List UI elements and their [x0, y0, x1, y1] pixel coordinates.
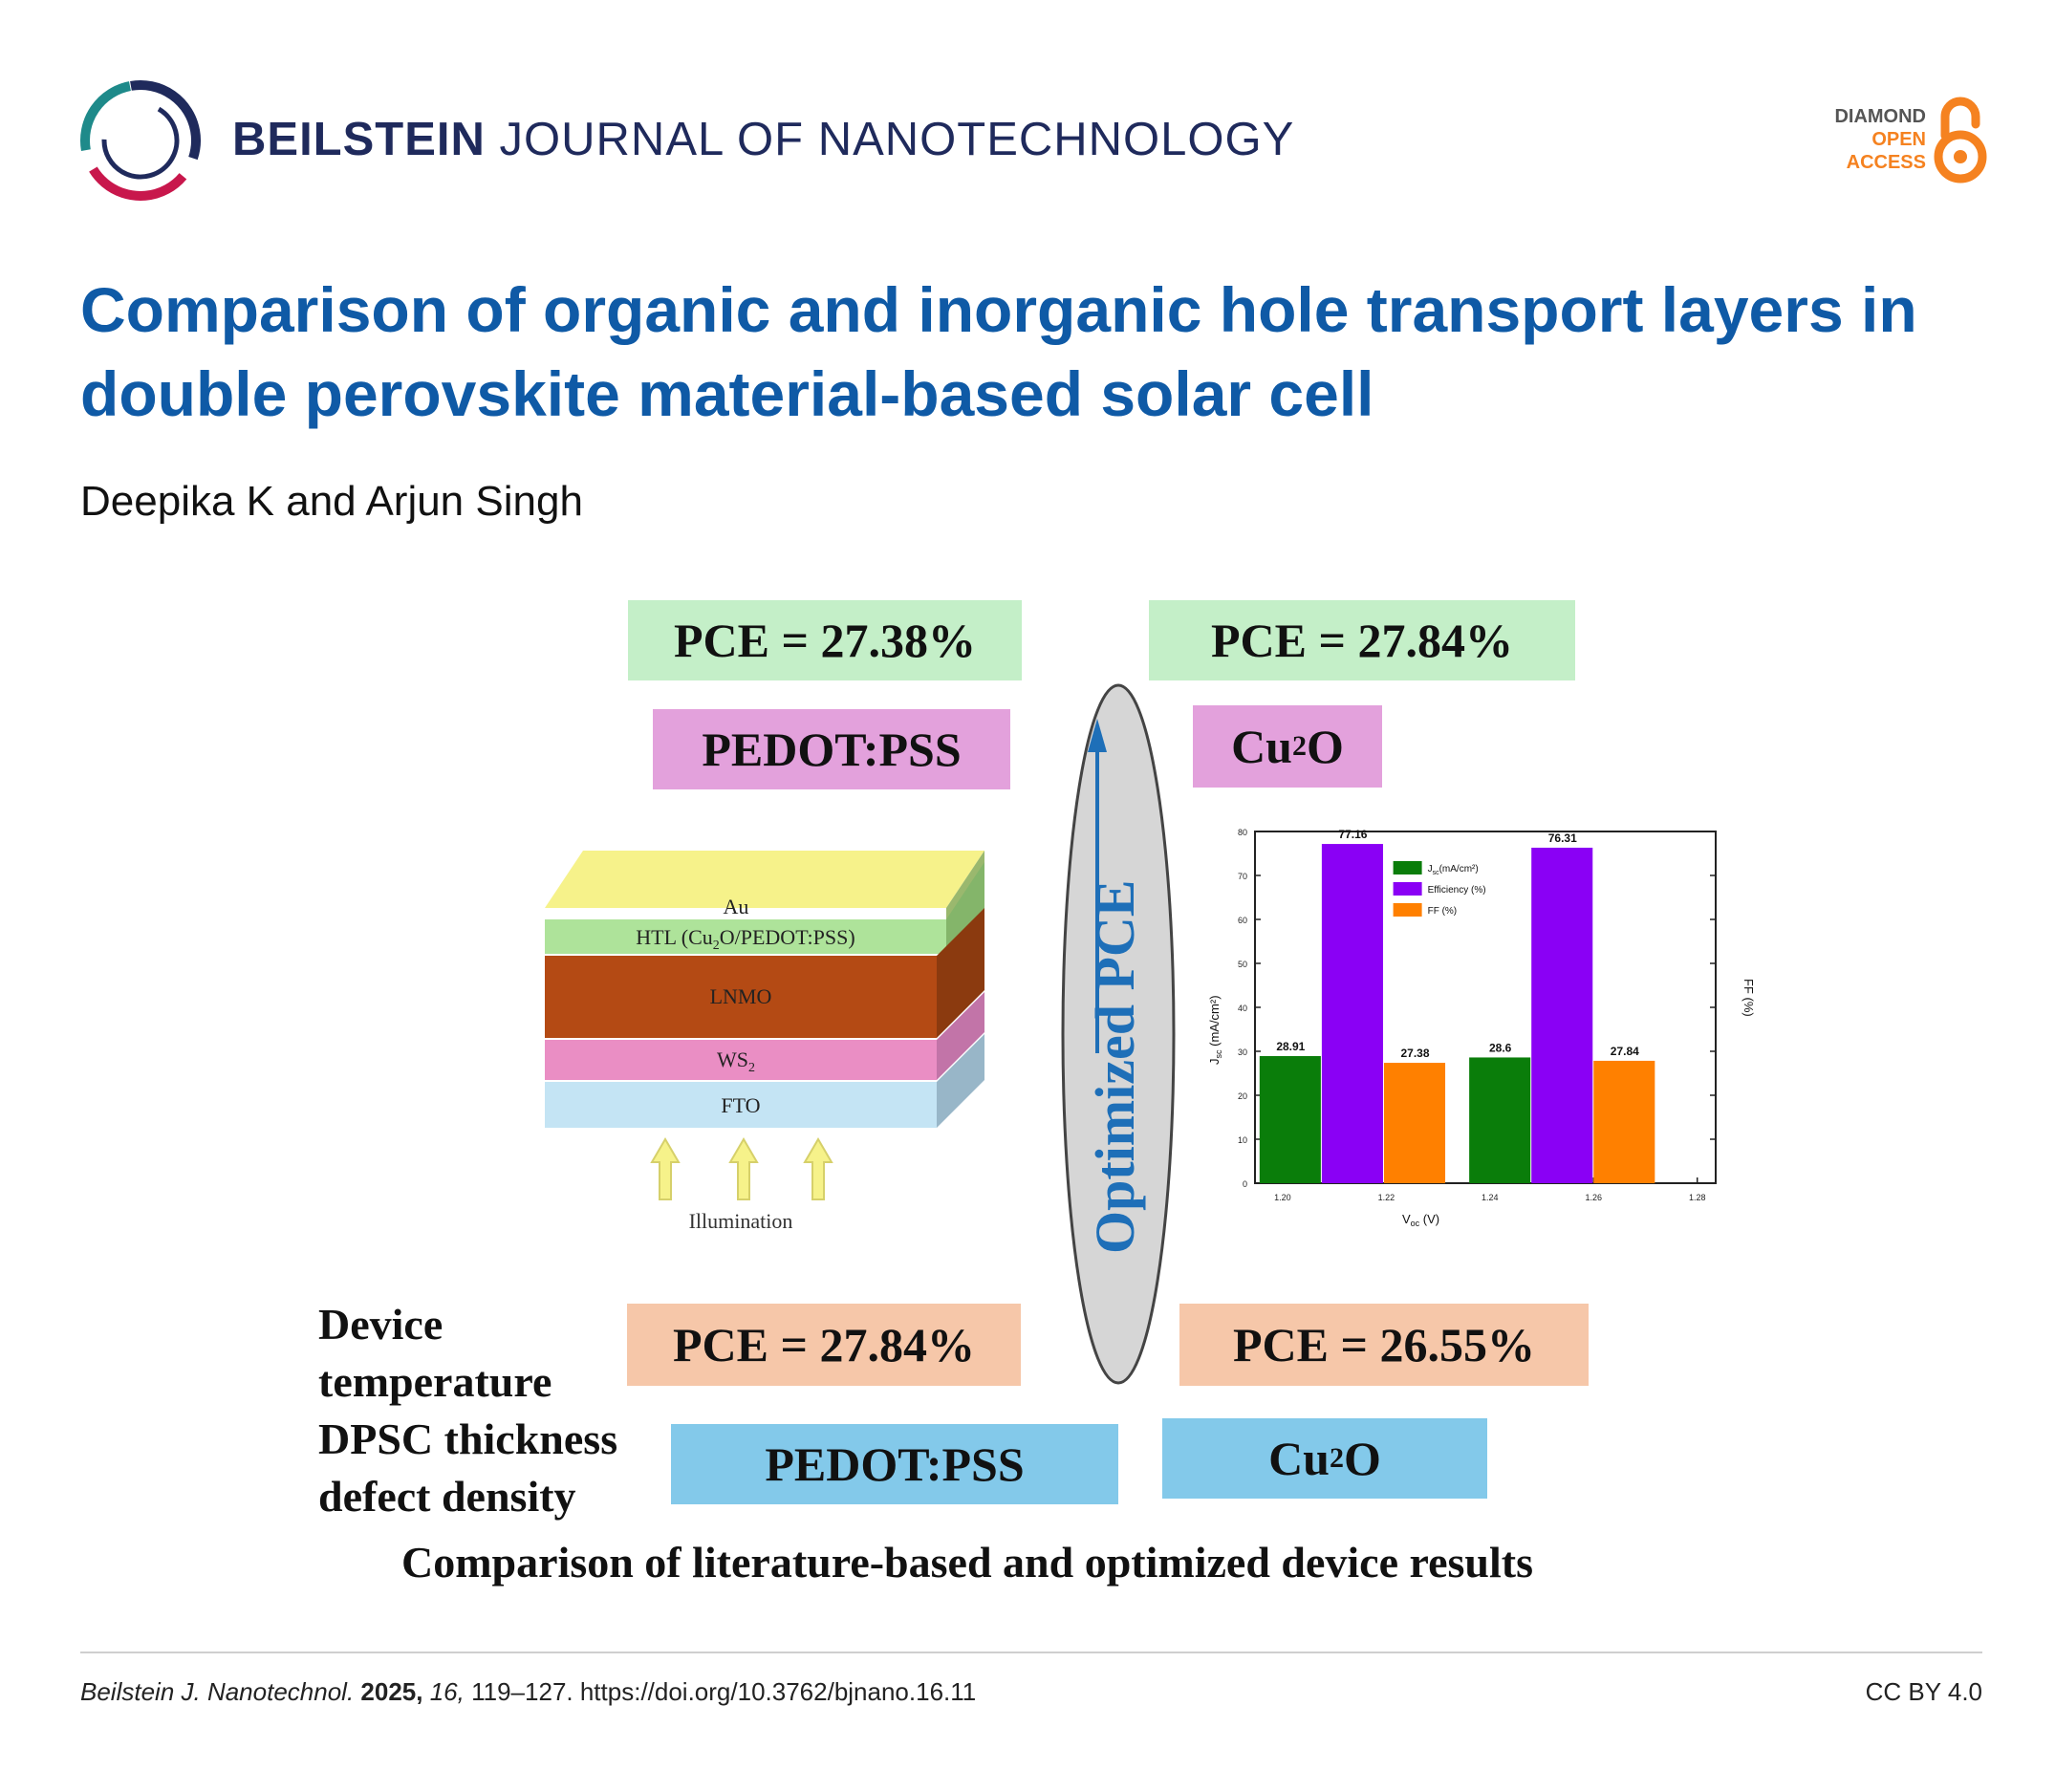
jsc-efficiency-ff-chart: 0 10 20 30 40 50 60 70 80 1.20 1.22 1.24 1.26 1.28 2… — [1207, 828, 1756, 1228]
chart-x-axis-label: Voc (V) — [1402, 1212, 1439, 1228]
htl-box-top-right: Cu 2 O — [1193, 705, 1382, 788]
chart-legend-swatch — [1393, 882, 1422, 896]
citation-year: 2025, — [360, 1677, 423, 1706]
journal-name-rest: JOURNAL OF NANOTECHNOLOGY — [499, 114, 1295, 165]
chart-x-tick-label: 1.28 — [1689, 1193, 1706, 1202]
citation-journal: Beilstein J. Nanotechnol. — [80, 1677, 355, 1706]
pce-box-bottom-right: PCE = 26.55% — [1179, 1304, 1589, 1386]
pce-box-top-left: PCE = 27.38% — [628, 600, 1022, 680]
graphical-abstract-caption: Comparison of literature-based and optim… — [401, 1538, 1534, 1587]
illumination-label: Illumination — [689, 1209, 793, 1233]
chart-xlabel-main: V — [1402, 1212, 1411, 1226]
chart-y-tick-label: 10 — [1238, 1135, 1247, 1145]
chart-x-tick-label: 1.20 — [1274, 1193, 1291, 1202]
citation-doi-link[interactable]: 119–127. https://doi.org/10.3762/bjnano.… — [471, 1677, 977, 1706]
chart-bar-label: 28.6 — [1489, 1041, 1512, 1054]
open-access-lock-icon — [1934, 97, 1987, 184]
chart-y-tick-label: 70 — [1238, 872, 1247, 881]
layer-ws-main: WS — [717, 1047, 748, 1071]
layer-htl-end: O/PEDOT:PSS) — [720, 925, 855, 949]
layer-lnmo-label: LNMO — [710, 984, 772, 1008]
htl-box-top-left: PEDOT:PSS — [653, 709, 1010, 789]
htl-br-main: Cu — [1268, 1432, 1330, 1485]
layer-htl-sub: 2 — [713, 939, 720, 953]
pce-box-top-right: PCE = 27.84% — [1149, 600, 1575, 680]
chart-y-tick-label: 50 — [1238, 960, 1247, 969]
htl-tr-sub: 2 — [1292, 730, 1307, 762]
factor-temperature: temperature — [318, 1357, 552, 1406]
chart-y-tick-label: 20 — [1238, 1091, 1247, 1101]
chart-bar-label: 28.91 — [1276, 1040, 1305, 1053]
factor-device: Device — [318, 1300, 443, 1349]
oa-line-open: OPEN — [1871, 129, 1926, 150]
layer-ws2-label: WS2 — [717, 1047, 755, 1075]
layer-ws-sub: 2 — [748, 1061, 755, 1075]
chart-xlabel-sub: oc — [1411, 1219, 1420, 1228]
htl-br-end: O — [1344, 1432, 1381, 1485]
paper-authors: Deepika K and Arjun Singh — [80, 478, 583, 525]
chart-legend-swatch — [1393, 903, 1422, 917]
layer-au-label: Au — [724, 895, 749, 918]
layer-htl-main: HTL (Cu — [636, 925, 712, 949]
chart-bar-label: 76.31 — [1548, 831, 1577, 845]
htl-box-bottom-right: Cu 2 O — [1162, 1418, 1487, 1499]
chart-y-tick-label: 80 — [1238, 828, 1247, 837]
htl-box-bottom-left: PEDOT:PSS — [671, 1424, 1118, 1504]
chart-bar — [1321, 844, 1383, 1183]
layer-htl-label: HTL (Cu2O/PEDOT:PSS) — [636, 925, 854, 953]
pce-box-bottom-left: PCE = 27.84% — [627, 1304, 1021, 1386]
chart-xlabel-end: (V) — [1419, 1212, 1439, 1226]
chart-ylabel-sub: sc — [1214, 1049, 1223, 1059]
chart-y-tick-label: 40 — [1238, 1004, 1247, 1013]
chart-bar — [1593, 1060, 1655, 1183]
journal-name-bold: BEILSTEIN — [232, 114, 486, 165]
oa-line-access: ACCESS — [1846, 152, 1926, 173]
chart-x-tick-label: 1.24 — [1482, 1193, 1499, 1202]
chart-bar-label: 77.16 — [1338, 828, 1367, 841]
footer-divider — [80, 1652, 1982, 1653]
chart-bar-label: 27.84 — [1611, 1045, 1639, 1058]
chart-bar — [1469, 1057, 1531, 1183]
device-layer-stack: Au HTL (Cu2O/PEDOT:PSS) LNMO WS2 FTO Ill… — [545, 851, 984, 1233]
factor-thickness: DPSC thickness — [318, 1414, 618, 1463]
optimized-pce-label: Optimized PCE — [1084, 880, 1146, 1254]
chart-x-tick-label: 1.22 — [1378, 1193, 1395, 1202]
chart-y-tick-label: 60 — [1238, 916, 1247, 925]
oa-line-diamond: DIAMOND — [1834, 106, 1926, 127]
htl-br-sub: 2 — [1330, 1442, 1344, 1474]
journal-logo-icon — [80, 80, 201, 201]
chart-legend-label: Efficiency (%) — [1428, 885, 1486, 896]
htl-tr-end: O — [1307, 720, 1344, 773]
htl-tr-main: Cu — [1231, 720, 1292, 773]
chart-legend-label: Jsc(mA/cm²) — [1428, 864, 1479, 876]
chart-bar — [1531, 847, 1593, 1183]
chart-right-axis-label: FF (%) — [1741, 979, 1756, 1017]
chart-legend-label: FF (%) — [1428, 906, 1458, 917]
optimized-pce-ellipse: Optimized PCE — [1061, 683, 1176, 1385]
illumination-arrow-icon — [650, 1137, 833, 1200]
citation-line: Beilstein J. Nanotechnol. 2025, 16, 119–… — [80, 1677, 976, 1707]
chart-bar-label: 27.38 — [1400, 1047, 1429, 1060]
citation-volume: 16, — [429, 1677, 465, 1706]
chart-y-axis-label: Jsc (mA/cm²) — [1207, 995, 1223, 1065]
factor-defect-density: defect density — [318, 1472, 576, 1521]
diamond-open-access-label: DIAMOND OPEN ACCESS — [1834, 105, 1926, 174]
license-label: CC BY 4.0 — [1865, 1677, 1982, 1706]
optimization-factors-list: Device temperature DPSC thickness defect… — [318, 1296, 617, 1525]
chart-bar — [1383, 1063, 1446, 1183]
journal-name: BEILSTEIN JOURNAL OF NANOTECHNOLOGY — [232, 113, 1294, 166]
layer-fto-label: FTO — [721, 1093, 760, 1117]
chart-ylabel-main: J — [1207, 1059, 1222, 1066]
paper-title: Comparison of organic and inorganic hole… — [80, 274, 1917, 429]
chart-x-tick-label: 1.26 — [1586, 1193, 1603, 1202]
chart-ylabel-end: (mA/cm²) — [1207, 995, 1222, 1049]
chart-y-tick-label: 0 — [1243, 1179, 1247, 1189]
chart-y-tick-label: 30 — [1238, 1047, 1247, 1057]
chart-bar — [1259, 1056, 1321, 1183]
chart-legend-swatch — [1393, 861, 1422, 874]
